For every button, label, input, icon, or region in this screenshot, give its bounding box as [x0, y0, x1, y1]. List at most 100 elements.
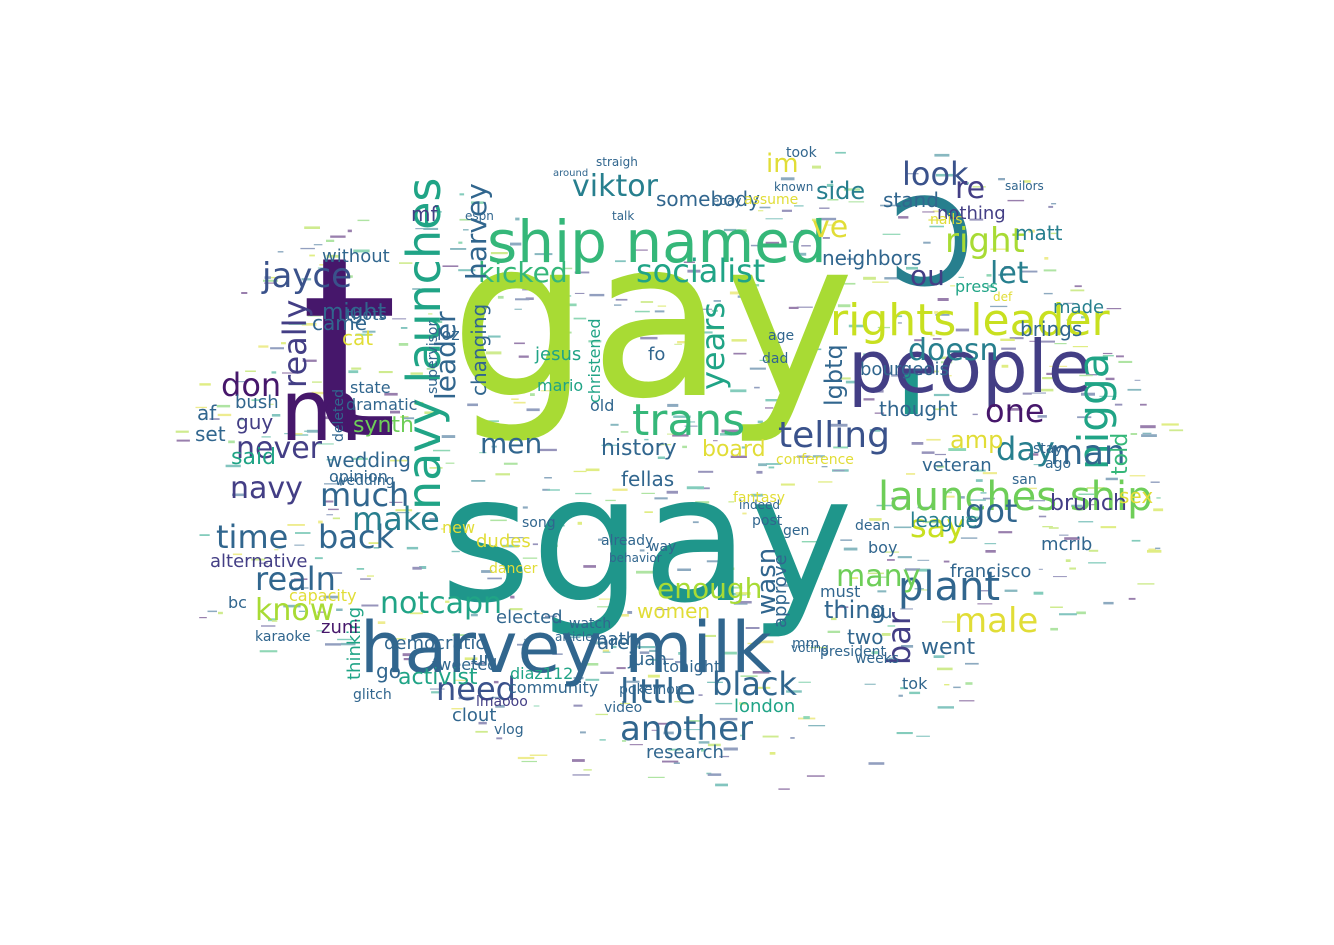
texture-mark — [432, 211, 442, 213]
texture-mark — [458, 241, 463, 244]
texture-mark — [510, 595, 515, 599]
cloud-word: little — [620, 672, 696, 712]
texture-mark — [1037, 340, 1055, 343]
texture-mark — [290, 434, 309, 436]
cloud-word: ship named — [487, 208, 827, 276]
texture-mark — [313, 244, 323, 246]
cloud-word: socialist — [636, 252, 765, 290]
texture-mark — [801, 245, 811, 247]
texture-mark — [429, 688, 445, 690]
texture-mark — [384, 392, 398, 396]
texture-mark — [1148, 548, 1156, 550]
texture-mark — [654, 722, 673, 725]
texture-mark — [440, 528, 445, 530]
texture-mark — [517, 756, 535, 760]
texture-mark — [759, 640, 774, 644]
texture-mark — [936, 465, 945, 468]
texture-mark — [1140, 425, 1156, 429]
texture-mark — [759, 359, 771, 361]
texture-mark — [487, 335, 501, 338]
texture-mark — [619, 702, 631, 705]
texture-mark — [238, 418, 245, 421]
texture-mark — [929, 225, 944, 228]
texture-mark — [599, 739, 606, 741]
texture-mark — [818, 217, 837, 221]
texture-mark — [543, 544, 558, 548]
texture-mark — [458, 696, 475, 700]
texture-mark — [798, 681, 811, 683]
texture-mark — [479, 452, 487, 454]
texture-mark — [678, 420, 690, 423]
texture-mark — [1042, 377, 1056, 380]
cloud-word: san — [1012, 472, 1037, 488]
texture-mark — [660, 508, 666, 511]
cloud-word: sgay — [440, 439, 853, 642]
cloud-word: mario — [537, 376, 583, 395]
texture-mark — [780, 483, 795, 486]
texture-mark — [923, 241, 931, 244]
texture-mark — [261, 436, 271, 438]
texture-mark — [654, 310, 665, 313]
texture-mark — [916, 735, 930, 737]
texture-mark — [672, 434, 689, 437]
cloud-word: age — [768, 328, 794, 344]
texture-mark — [1054, 343, 1067, 345]
texture-mark — [515, 298, 530, 301]
cloud-word: fellas — [621, 467, 674, 491]
texture-mark — [934, 453, 946, 456]
cloud-word: lmaooo — [476, 694, 528, 710]
cloud-word: need — [436, 670, 516, 708]
texture-mark — [647, 674, 660, 678]
cloud-word: got — [965, 492, 1017, 530]
texture-mark — [884, 551, 900, 553]
texture-mark — [1081, 316, 1088, 319]
texture-mark — [268, 403, 274, 405]
texture-mark — [713, 300, 721, 302]
texture-mark — [283, 604, 301, 608]
texture-mark — [251, 399, 261, 401]
texture-mark — [969, 499, 986, 501]
texture-mark — [429, 518, 438, 521]
cloud-word: loz — [437, 325, 460, 344]
texture-mark — [470, 613, 478, 617]
texture-mark — [539, 448, 557, 452]
texture-mark — [756, 470, 763, 474]
texture-mark — [497, 295, 504, 299]
texture-mark — [490, 519, 507, 522]
texture-mark — [740, 675, 758, 677]
texture-mark — [796, 306, 813, 308]
texture-mark — [558, 524, 565, 527]
texture-mark — [1099, 395, 1117, 397]
texture-mark — [232, 553, 243, 556]
texture-mark — [522, 557, 538, 559]
texture-mark — [876, 504, 893, 507]
texture-mark — [698, 470, 714, 473]
texture-mark — [333, 283, 344, 287]
texture-mark — [739, 287, 752, 291]
texture-mark — [893, 526, 912, 529]
texture-mark — [1018, 320, 1028, 322]
cloud-word: def — [993, 290, 1013, 304]
texture-mark — [985, 550, 996, 553]
texture-mark — [324, 500, 334, 503]
texture-mark — [1169, 429, 1184, 432]
cloud-word: stay — [1033, 441, 1063, 457]
texture-mark — [1040, 388, 1054, 392]
texture-mark — [881, 633, 891, 636]
cloud-word: women — [637, 599, 710, 623]
cloud-word: old — [590, 396, 614, 415]
texture-mark — [429, 467, 443, 469]
texture-mark — [389, 501, 403, 503]
texture-mark — [833, 469, 845, 472]
texture-mark — [944, 684, 950, 686]
texture-mark — [817, 551, 826, 554]
cloud-word: alternative — [210, 551, 307, 572]
texture-mark — [420, 305, 427, 307]
texture-mark — [291, 579, 304, 582]
texture-mark — [1131, 539, 1141, 542]
texture-mark — [651, 729, 658, 731]
texture-mark — [909, 691, 921, 695]
cloud-word: president — [820, 644, 887, 660]
texture-mark — [396, 512, 410, 514]
texture-mark — [574, 292, 585, 294]
